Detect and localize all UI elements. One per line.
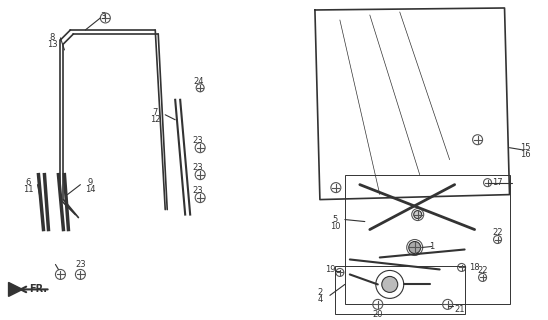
Text: 8: 8 xyxy=(50,33,55,43)
Text: 16: 16 xyxy=(520,150,531,159)
Text: 7: 7 xyxy=(152,108,158,117)
Text: 24: 24 xyxy=(193,77,203,86)
Text: 23: 23 xyxy=(193,136,203,145)
Text: 10: 10 xyxy=(330,222,340,231)
Text: 18: 18 xyxy=(469,263,480,272)
Text: 14: 14 xyxy=(85,185,95,194)
Text: 22: 22 xyxy=(492,228,503,237)
Text: 17: 17 xyxy=(492,178,503,187)
Circle shape xyxy=(382,276,398,292)
Text: 4: 4 xyxy=(317,295,323,304)
Text: 11: 11 xyxy=(23,185,34,194)
Text: 6: 6 xyxy=(26,178,31,187)
Text: 12: 12 xyxy=(150,115,161,124)
Text: 3: 3 xyxy=(101,12,106,21)
Text: 21: 21 xyxy=(454,305,465,314)
Text: 19: 19 xyxy=(324,265,335,274)
Circle shape xyxy=(409,242,421,253)
Text: 23: 23 xyxy=(193,163,203,172)
Text: 2: 2 xyxy=(317,288,323,297)
Text: 13: 13 xyxy=(47,40,58,49)
Text: 9: 9 xyxy=(88,178,93,187)
Text: 15: 15 xyxy=(520,143,531,152)
Text: 1: 1 xyxy=(429,242,435,251)
Text: 22: 22 xyxy=(477,266,488,275)
Text: 20: 20 xyxy=(373,310,383,319)
Polygon shape xyxy=(9,283,22,296)
Circle shape xyxy=(414,211,422,219)
Text: 23: 23 xyxy=(75,260,85,269)
Text: 23: 23 xyxy=(193,186,203,195)
Text: FR.: FR. xyxy=(30,284,48,294)
Text: 5: 5 xyxy=(332,215,338,224)
